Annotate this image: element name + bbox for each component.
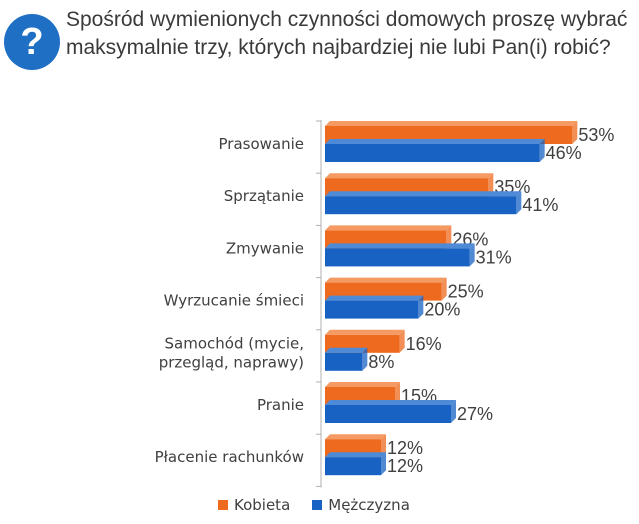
bar-side-mezczyzna [418,295,424,319]
bar-side-kobieta [395,382,400,405]
legend-label-mezczyzna: Mężczyzna [328,496,410,514]
bar-side-mezczyzna [381,452,386,476]
value-label-mezczyzna: 31% [476,247,512,267]
category-label: Wyrzucanie śmieci [164,292,304,310]
value-label-mezczyzna: 41% [522,195,558,215]
value-label-mezczyzna: 20% [424,300,460,320]
bar-top-kobieta [325,434,386,440]
bar-top-kobieta [325,225,452,231]
bar-top-mezczyzna [325,347,368,353]
bar-top-kobieta [325,329,405,335]
bar-mezczyzna [325,144,540,162]
category-label: przegląd, naprawy) [159,353,304,371]
page-title: Spośród wymienionych czynności domowych … [66,8,628,59]
value-label-kobieta: 16% [406,334,442,354]
bar-side-mezczyzna [451,400,456,423]
bar-top-kobieta [325,382,400,387]
bar-top-mezczyzna [325,243,475,249]
bar-mezczyzna [325,300,419,319]
value-label-kobieta: 53% [578,125,614,145]
category-label: Samochód (mycie, [165,334,304,352]
legend-item-mezczyzna: Mężczyzna [312,496,410,514]
bar-side-kobieta [399,329,405,353]
bar-top-mezczyzna [325,191,522,197]
legend-label-kobieta: Kobieta [234,496,291,514]
bar-top-mezczyzna [325,400,456,405]
bar-mezczyzna [325,196,517,215]
bar-top-mezczyzna [325,295,424,301]
bar-side-mezczyzna [539,139,545,162]
category-label: Płacenie rachunków [155,448,304,466]
value-label-kobieta: 12% [387,438,423,458]
legend: Kobieta Mężczyzna [218,496,410,514]
bar-side-kobieta [446,225,452,249]
legend-swatch-kobieta [218,500,228,510]
bar-mezczyzna [325,457,381,476]
bar-side-kobieta [488,173,494,197]
value-label-mezczyzna: 46% [546,143,582,163]
category-label: Sprzątanie [224,187,304,205]
value-label-kobieta: 25% [448,282,484,302]
question-icon: ? [4,14,60,70]
bar-mezczyzna [325,352,363,371]
value-label-mezczyzna: 27% [457,404,493,424]
category-label: Zmywanie [226,239,304,257]
bar-top-kobieta [325,277,447,283]
bar-side-kobieta [381,434,386,458]
bar-side-kobieta [441,277,447,301]
legend-swatch-mezczyzna [312,500,323,510]
bar-top-mezczyzna [325,139,545,144]
legend-item-kobieta: Kobieta [218,496,290,514]
category-label: Prasowanie [219,135,305,153]
bar-mezczyzna [325,248,470,267]
value-label-mezczyzna: 8% [368,352,394,372]
value-label-mezczyzna: 12% [387,456,423,476]
bar-side-mezczyzna [469,243,475,267]
bar-top-kobieta [325,121,578,126]
bar-mezczyzna [325,405,451,423]
bar-top-mezczyzna [325,452,386,458]
bar-side-mezczyzna [362,347,368,371]
bar-side-kobieta [572,121,578,144]
category-label: Pranie [257,396,304,414]
bar-side-mezczyzna [516,191,522,215]
bar-top-kobieta [325,173,494,179]
